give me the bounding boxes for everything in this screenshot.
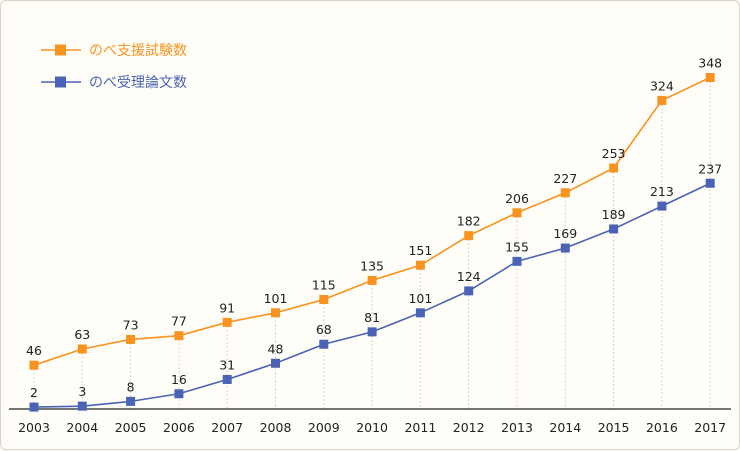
data-point: [657, 95, 667, 105]
data-point: [222, 374, 232, 384]
data-point: [29, 402, 39, 412]
data-point: [464, 286, 474, 296]
data-label: 169: [553, 226, 577, 241]
x-tick-label: 2015: [598, 420, 630, 435]
data-label: 73: [123, 317, 139, 332]
data-point: [560, 243, 570, 253]
data-point: [77, 344, 87, 354]
data-label: 68: [316, 322, 332, 337]
data-point: [126, 396, 136, 406]
data-point: [126, 334, 136, 344]
data-label: 237: [698, 161, 722, 176]
data-point: [77, 401, 87, 411]
data-point: [174, 389, 184, 399]
data-point: [271, 358, 280, 368]
data-label: 348: [698, 56, 722, 71]
data-label: 155: [505, 239, 529, 254]
data-label: 31: [219, 357, 235, 372]
x-tick-label: 2009: [308, 420, 340, 435]
data-label: 8: [127, 379, 135, 394]
data-label: 16: [171, 372, 187, 387]
data-label: 213: [650, 184, 674, 199]
data-label: 48: [268, 341, 284, 356]
x-tick-label: 2007: [211, 420, 243, 435]
data-point: [609, 163, 619, 173]
data-point: [222, 317, 232, 327]
data-label: 151: [408, 243, 432, 258]
x-tick-label: 2012: [453, 420, 485, 435]
x-tick-label: 2008: [260, 420, 292, 435]
data-point: [464, 231, 474, 241]
data-label: 124: [457, 269, 481, 284]
data-label: 91: [219, 300, 235, 315]
data-point: [415, 260, 425, 270]
x-tick-label: 2006: [163, 420, 195, 435]
data-label: 3: [78, 384, 86, 399]
data-label: 63: [74, 327, 90, 342]
x-tick-label: 2014: [549, 420, 581, 435]
x-tick-label: 2017: [694, 420, 726, 435]
data-label: 81: [364, 310, 380, 325]
x-tick-label: 2011: [404, 420, 436, 435]
legend-label-1: のべ支援試験数: [89, 43, 187, 59]
legend-label-2: のべ受理論文数: [89, 75, 187, 91]
data-label: 2: [30, 385, 38, 400]
data-point: [512, 256, 522, 266]
data-label: 324: [650, 78, 674, 93]
data-point: [415, 308, 425, 318]
legend-marker-2: [55, 76, 66, 88]
data-label: 135: [360, 258, 384, 273]
x-tick-label: 2016: [646, 420, 678, 435]
x-tick-label: 2003: [18, 420, 50, 435]
data-label: 189: [602, 207, 626, 222]
data-label: 46: [26, 343, 42, 358]
data-label: 101: [264, 291, 288, 306]
data-point: [367, 275, 377, 285]
data-point: [319, 339, 329, 349]
x-tick-label: 2010: [356, 420, 388, 435]
data-point: [657, 201, 667, 211]
x-tick-label: 2004: [66, 420, 98, 435]
data-point: [705, 73, 715, 83]
x-tick-label: 2013: [501, 420, 533, 435]
data-point: [319, 294, 329, 304]
data-point: [174, 331, 184, 341]
data-point: [367, 327, 377, 337]
data-label: 101: [408, 291, 432, 306]
data-point: [271, 308, 280, 318]
data-label: 77: [171, 314, 187, 329]
data-label: 115: [312, 277, 336, 292]
data-point: [609, 224, 619, 234]
data-label: 206: [505, 191, 529, 206]
data-label: 182: [457, 214, 481, 229]
data-label: 253: [602, 146, 626, 161]
data-point: [705, 178, 715, 188]
data-point: [560, 188, 570, 198]
data-label: 227: [553, 171, 577, 186]
data-point: [512, 208, 522, 218]
legend-marker-1: [55, 44, 66, 56]
x-tick-label: 2005: [115, 420, 147, 435]
data-point: [29, 360, 39, 370]
